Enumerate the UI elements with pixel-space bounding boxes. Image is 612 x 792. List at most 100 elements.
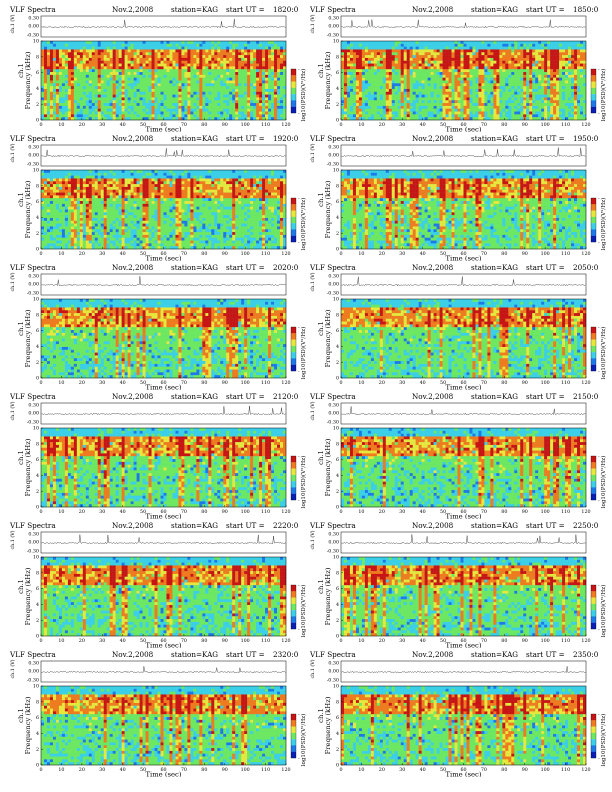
y-tick-label: 2 xyxy=(336,618,339,624)
colorbar xyxy=(290,713,297,759)
waveform-trace xyxy=(41,276,286,287)
x-tick-label: 20 xyxy=(79,638,85,644)
y-tick-label: 0 xyxy=(336,634,339,640)
colorbar-label: log10(PSD)(V²/Hz) xyxy=(600,198,607,251)
x-tick-label: 100 xyxy=(541,122,550,128)
waveform-trace xyxy=(341,534,586,544)
colorbar-label: log10(PSD)(V²/Hz) xyxy=(600,585,607,638)
chart-header-start-prefix: start UT = xyxy=(526,5,565,14)
x-tick-label: 10 xyxy=(358,251,364,257)
y-tick-label: 4 xyxy=(36,473,39,479)
colorbar xyxy=(590,584,597,630)
chart-header-start-ut: 2250:0 xyxy=(573,521,599,530)
waveform-tick-label: -0.30 xyxy=(27,420,39,426)
y-tick-label: 8 xyxy=(336,441,339,447)
x-tick-label: 10 xyxy=(358,380,364,386)
waveform-tick-label: -0.30 xyxy=(327,420,339,426)
chart-header-start-ut: 2350:0 xyxy=(573,650,599,659)
colorbar-label: log10(PSD)(V²/Hz) xyxy=(300,69,307,122)
x-tick-label: 0 xyxy=(39,380,42,386)
y-tick-label: 2 xyxy=(336,747,339,753)
y-tick-label: 8 xyxy=(36,441,39,447)
x-tick-label: 100 xyxy=(241,122,250,128)
x-tick-label: 100 xyxy=(541,638,550,644)
colorbar-tick-top: - xyxy=(298,713,300,718)
channel-label: ch.1 xyxy=(317,708,325,723)
spectrogram-heatmap xyxy=(341,686,587,766)
colorbar xyxy=(290,584,297,630)
y-tick-label: 4 xyxy=(336,473,339,479)
x-tick-label: 30 xyxy=(399,251,405,257)
x-tick-label: 50 xyxy=(140,638,146,644)
y-tick-label: 6 xyxy=(36,199,39,205)
colorbar-label: log10(PSD)(V²/Hz) xyxy=(600,456,607,509)
chart-header-station: station=KAG xyxy=(471,392,518,401)
waveform-axis-label: ch.1 (V) xyxy=(9,659,16,678)
waveform-frame xyxy=(40,144,287,167)
x-tick-label: 110 xyxy=(261,251,270,257)
waveform-axis-label: ch.1 (V) xyxy=(309,272,316,291)
spectrogram-chart: VLF Spectra Nov.2,2008 station=KAG start UT… xyxy=(309,392,607,519)
waveform-trace xyxy=(341,147,586,158)
colorbar-tick-top: - xyxy=(598,713,600,718)
x-tick-label: 40 xyxy=(120,251,126,257)
waveform-tick-label: 0.00 xyxy=(328,540,339,546)
spectrogram-heatmap xyxy=(341,428,587,508)
chart-header-start-prefix: start UT = xyxy=(526,134,565,143)
x-tick-label: 40 xyxy=(420,767,426,773)
waveform-tick-label: 0.30 xyxy=(28,16,39,22)
x-tick-label: 60 xyxy=(160,509,166,515)
x-tick-label: 20 xyxy=(79,767,85,773)
channel-label: ch.1 xyxy=(17,708,25,723)
colorbar-label: log10(PSD)(V²/Hz) xyxy=(300,198,307,251)
y-tick-label: 10 xyxy=(33,39,39,45)
spectrogram-heatmap xyxy=(341,299,587,379)
x-tick-label: 40 xyxy=(420,638,426,644)
x-tick-label: 0 xyxy=(339,509,342,515)
y-tick-label: 4 xyxy=(36,215,39,221)
y-tick-label: 0 xyxy=(36,763,39,769)
colorbar-tick-top: - xyxy=(598,326,600,331)
waveform-trace xyxy=(41,148,286,158)
x-tick-label: 100 xyxy=(241,509,250,515)
x-tick-label: 30 xyxy=(399,767,405,773)
chart-header-date: Nov.2,2008 xyxy=(112,134,154,143)
x-tick-label: 80 xyxy=(201,122,207,128)
y-axis-label: Frequency (kHz) xyxy=(324,309,332,367)
x-axis-label: Time (sec) xyxy=(446,126,482,133)
x-tick-label: 80 xyxy=(501,251,507,257)
colorbar xyxy=(290,455,297,501)
chart-header-title: VLF Spectra xyxy=(9,521,56,530)
x-tick-label: 50 xyxy=(140,251,146,257)
spectrogram-chart: VLF Spectra Nov.2,2008 station=KAG start UT… xyxy=(9,392,307,519)
y-tick-label: 0 xyxy=(36,505,39,511)
x-tick-label: 0 xyxy=(339,638,342,644)
chart-header-start-prefix: start UT = xyxy=(526,521,565,530)
colorbar-tick-bottom: - xyxy=(298,112,300,117)
x-tick-label: 40 xyxy=(420,122,426,128)
x-tick-label: 80 xyxy=(201,638,207,644)
x-tick-label: 100 xyxy=(541,251,550,257)
x-tick-label: 40 xyxy=(120,122,126,128)
x-tick-label: 40 xyxy=(120,767,126,773)
chart-header-start-ut: 2150:0 xyxy=(573,392,599,401)
x-axis-label: Time (sec) xyxy=(446,771,482,778)
x-tick-label: 60 xyxy=(460,122,466,128)
chart-header-station: station=KAG xyxy=(171,5,218,14)
y-tick-label: 6 xyxy=(336,70,339,76)
x-axis-label: Time (sec) xyxy=(146,126,182,133)
chart-header-start-ut: 1820:0 xyxy=(273,5,299,14)
x-tick-label: 70 xyxy=(481,251,487,257)
x-tick-label: 30 xyxy=(399,638,405,644)
chart-header-date: Nov.2,2008 xyxy=(112,392,154,401)
x-tick-label: 90 xyxy=(222,638,228,644)
x-tick-label: 70 xyxy=(481,638,487,644)
waveform-frame xyxy=(40,402,287,425)
waveform-frame xyxy=(340,660,587,683)
y-tick-label: 8 xyxy=(336,183,339,189)
spectrogram-panel: VLF Spectra Nov.2,2008 station=KAG start UT… xyxy=(8,391,308,519)
x-tick-label: 90 xyxy=(222,767,228,773)
y-tick-label: 10 xyxy=(333,426,339,432)
spectrogram-chart: VLF Spectra Nov.2,2008 station=KAG start UT… xyxy=(9,263,307,390)
channel-label: ch.1 xyxy=(17,579,25,594)
